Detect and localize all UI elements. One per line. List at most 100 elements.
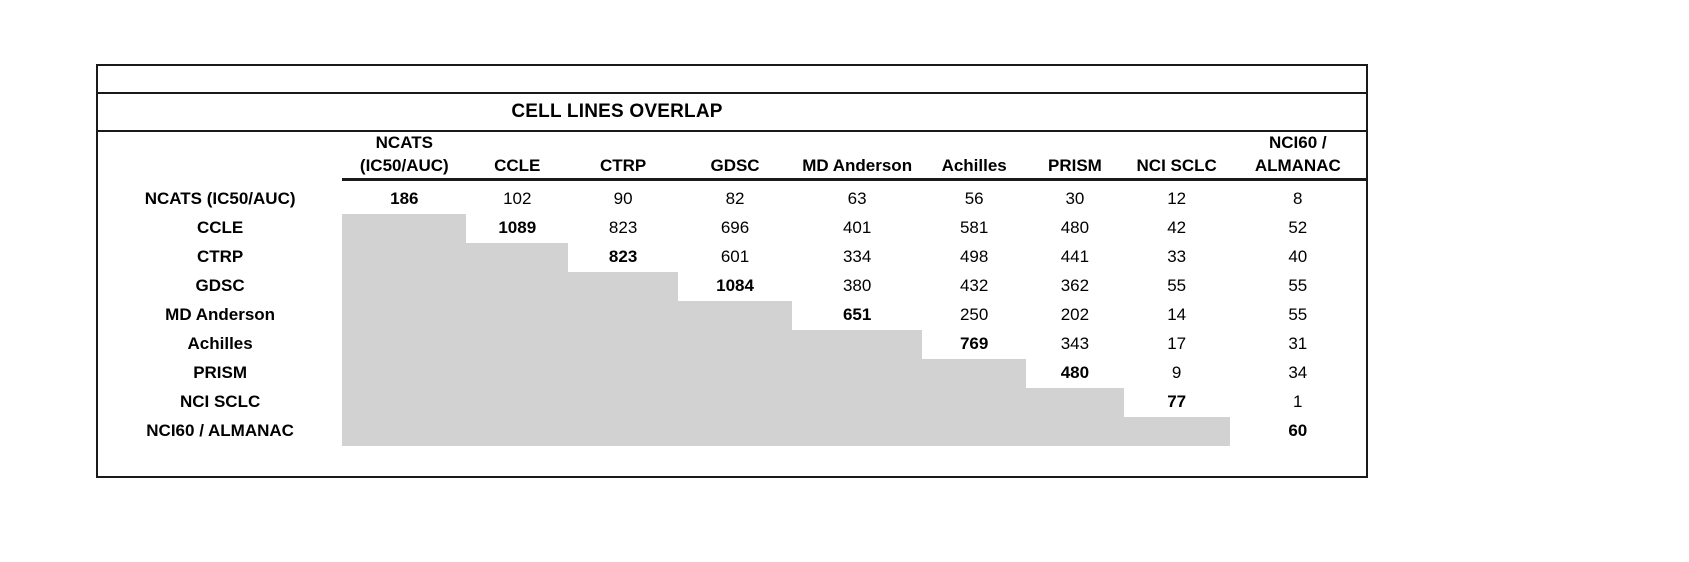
matrix-cell: 82 [725, 189, 745, 209]
table-row: NCATS (IC50/AUC) 186 102 90 82 63 56 30 12 8 [98, 179, 1366, 214]
matrix-cell: 9 [1171, 363, 1182, 383]
matrix-cell [342, 300, 467, 330]
matrix-cell [342, 242, 467, 272]
overlap-matrix: NCATS (IC50/AUC) CCLE CTRP GDSC MD Anderson Ac… [98, 132, 1366, 446]
column-header-line: GDSC [710, 155, 760, 175]
matrix-cell: 334 [842, 247, 872, 267]
matrix-cell [342, 358, 467, 388]
row-header: CTRP [196, 247, 244, 267]
matrix-cell [922, 387, 1027, 417]
column-header: CCLE [466, 132, 569, 181]
column-header-line: ALMANAC [1254, 155, 1341, 175]
matrix-cell: 601 [720, 247, 750, 267]
table-row: CTRP 823 601 334 498 441 33 40 [98, 242, 1366, 272]
column-header-line: Achilles [941, 155, 1007, 175]
table-row: GDSC 1084 380 432 362 55 55 [98, 271, 1366, 301]
row-header: GDSC [195, 276, 245, 296]
matrix-cell [792, 358, 923, 388]
matrix-cell: 432 [959, 276, 989, 296]
column-header: CTRP [568, 132, 679, 181]
matrix-cell: 696 [720, 218, 750, 238]
column-header-line: (IC50/AUC) [359, 155, 449, 175]
cell-lines-overlap-table: CELL LINES OVERLAP NCATS (IC50/AUC) CCLE CT… [96, 64, 1368, 478]
matrix-cell [678, 358, 793, 388]
matrix-cell [568, 387, 679, 417]
matrix-cell [1026, 387, 1124, 417]
matrix-cell: 14 [1167, 305, 1187, 325]
matrix-cell: 55 [1288, 305, 1308, 325]
row-header: NCI SCLC [179, 392, 261, 412]
column-header-line: PRISM [1047, 155, 1102, 175]
matrix-cell: 1084 [716, 276, 754, 296]
column-header: MD Anderson [792, 132, 923, 181]
matrix-cell: 34 [1288, 363, 1308, 383]
matrix-cell: 30 [1065, 189, 1085, 209]
matrix-cell: 55 [1167, 276, 1187, 296]
matrix-cell: 441 [1060, 247, 1090, 267]
matrix-cell [466, 358, 569, 388]
matrix-cell: 77 [1167, 392, 1187, 412]
matrix-cell [342, 271, 467, 301]
matrix-cell [678, 300, 793, 330]
table-row: MD Anderson 651 250 202 14 55 [98, 300, 1366, 330]
matrix-cell [922, 416, 1027, 446]
column-header-line: CTRP [599, 155, 647, 175]
table-row: CCLE 1089 823 696 401 581 480 42 52 [98, 213, 1366, 243]
matrix-cell: 823 [608, 218, 638, 238]
matrix-cell: 480 [1060, 363, 1090, 383]
matrix-cell [792, 416, 923, 446]
matrix-cell: 52 [1288, 218, 1308, 238]
matrix-cell [568, 300, 679, 330]
matrix-cell [568, 329, 679, 359]
matrix-cell: 1 [1293, 392, 1303, 412]
top-empty-row [98, 66, 1366, 94]
matrix-cell: 102 [503, 189, 532, 209]
matrix-cell: 581 [959, 218, 989, 238]
matrix-cell [466, 416, 569, 446]
column-header-line: NCI SCLC [1136, 155, 1217, 175]
column-header: NCI SCLC [1123, 132, 1230, 181]
matrix-cell [342, 416, 467, 446]
matrix-cell: 42 [1167, 218, 1187, 238]
matrix-cell [792, 387, 923, 417]
matrix-cell: 202 [1060, 305, 1090, 325]
table-row: PRISM 480 9 34 [98, 358, 1366, 388]
table-title: CELL LINES OVERLAP [98, 94, 1366, 132]
matrix-cell [678, 387, 793, 417]
row-header: PRISM [193, 363, 248, 383]
column-header-line: NCATS [375, 133, 433, 152]
column-header: NCI60 / ALMANAC [1229, 132, 1366, 181]
matrix-cell: 186 [390, 189, 419, 209]
matrix-cell: 31 [1288, 334, 1308, 354]
matrix-cell: 33 [1167, 247, 1187, 267]
matrix-cell [466, 329, 569, 359]
row-header: NCATS (IC50/AUC) [144, 188, 296, 208]
matrix-cell: 480 [1060, 218, 1090, 238]
matrix-cell: 498 [959, 247, 989, 267]
row-header: Achilles [187, 334, 253, 354]
matrix-cell [342, 213, 467, 243]
matrix-cell [1026, 416, 1124, 446]
matrix-cell: 55 [1288, 276, 1308, 296]
matrix-cell: 17 [1167, 334, 1187, 354]
matrix-cell: 401 [842, 218, 872, 238]
matrix-cell [1123, 416, 1230, 446]
matrix-cell: 8 [1293, 189, 1303, 209]
column-header: PRISM [1026, 132, 1124, 181]
matrix-cell: 823 [608, 247, 638, 267]
matrix-cell [568, 416, 679, 446]
column-header-line: MD Anderson [802, 155, 913, 175]
matrix-cell [466, 242, 569, 272]
matrix-cell [568, 358, 679, 388]
matrix-cell: 56 [964, 189, 984, 209]
column-header-line: NCI60 / [1268, 133, 1327, 152]
column-header-line: CCLE [494, 155, 541, 175]
matrix-cell: 1089 [498, 218, 537, 238]
table-row: NCI SCLC 77 1 [98, 387, 1366, 417]
table-row: Achilles 769 343 17 31 [98, 329, 1366, 359]
matrix-cell [792, 329, 923, 359]
matrix-cell [342, 387, 467, 417]
table-row: NCI60 / ALMANAC 60 [98, 416, 1366, 446]
matrix-cell: 40 [1288, 247, 1308, 267]
matrix-cell: 60 [1288, 421, 1308, 441]
